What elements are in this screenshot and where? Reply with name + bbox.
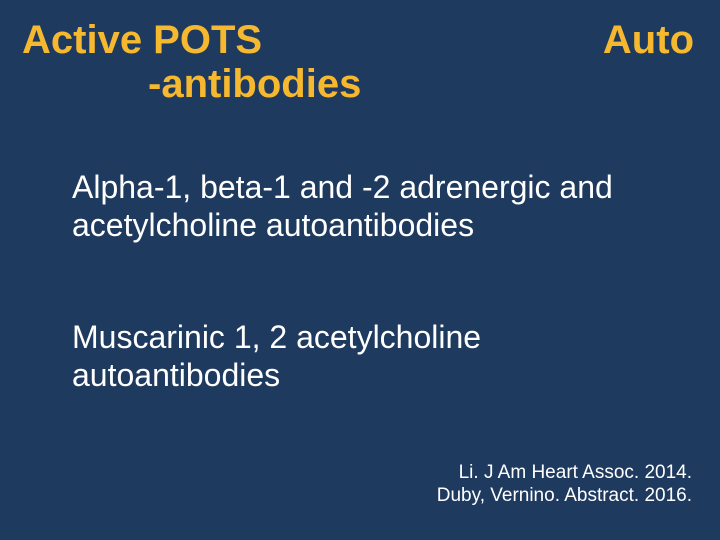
citation-line-2: Duby, Vernino. Abstract. 2016.	[437, 484, 692, 508]
slide: Active POTS Auto -antibodies Alpha-1, be…	[0, 0, 720, 540]
body-paragraph-2: Muscarinic 1, 2 acetylcholine autoantibo…	[72, 318, 660, 395]
title-left: Active POTS	[22, 18, 262, 63]
body-paragraph-1: Alpha-1, beta-1 and -2 adrenergic and ac…	[72, 168, 660, 245]
title-right: Auto	[603, 18, 694, 63]
title-sub: -antibodies	[148, 62, 361, 107]
citation-line-1: Li. J Am Heart Assoc. 2014.	[437, 461, 692, 485]
citation-block: Li. J Am Heart Assoc. 2014. Duby, Vernin…	[437, 461, 692, 509]
